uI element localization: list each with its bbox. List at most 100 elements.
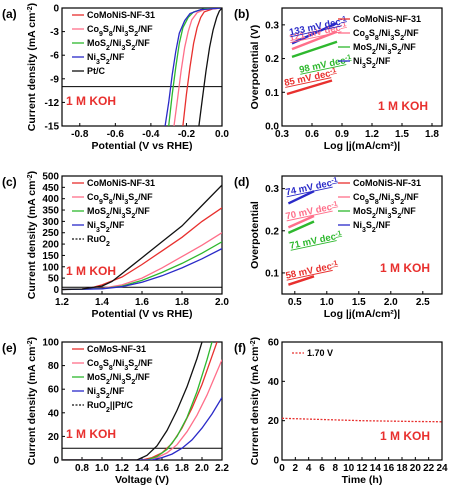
x-tick-label: 0.5: [288, 297, 302, 308]
series-line: [173, 8, 222, 126]
x-tick-label: 1.6: [155, 463, 169, 474]
x-tick-label: 1.5: [352, 297, 366, 308]
legend-label: MoS2/Ni3S2/NF: [353, 42, 416, 56]
x-tick-label: -0.4: [142, 129, 160, 140]
x-tick-label: 1.0: [95, 463, 109, 474]
legend-label: RuO2: [87, 234, 110, 248]
chart-panel-a: (a) -0.8 -0.6 -0.4 -0.2 0.0 -15 -12 -9 -6 -3 0 Poten…: [2, 3, 229, 152]
legend-label: CoMoNiS-NF-31: [353, 178, 421, 188]
plot-area: [62, 342, 222, 460]
y-tick-label: 80: [48, 361, 60, 372]
y-tick-label: -6: [50, 51, 59, 62]
series-line: [62, 184, 222, 291]
y-tick-label: 100: [42, 338, 59, 349]
x-tick-label: 1.8: [425, 129, 439, 140]
y-tick-label: 0.3: [265, 20, 279, 31]
electrolyte-note: 1 M KOH: [380, 429, 430, 443]
y-axis-label: Overpotential: [249, 201, 261, 269]
y-tick-label: 50: [48, 274, 60, 285]
x-tick-label: 18: [396, 463, 408, 474]
y-tick-label: 150: [42, 251, 59, 262]
y-tick-label: 0: [53, 4, 59, 15]
series-line: [291, 30, 338, 51]
x-tick-label: 1.4: [135, 463, 149, 474]
panel-label: (f): [234, 341, 246, 355]
x-tick-label: 2.5: [416, 297, 430, 308]
x-tick-label: 1.8: [175, 297, 189, 308]
legend-label: Co9S8/Ni3S2/NF: [87, 358, 153, 372]
plot-area: [282, 417, 442, 423]
y-tick-label: -9: [50, 74, 59, 85]
x-axis-label: Potential (V vs RHE): [92, 308, 193, 320]
series-line: [198, 8, 222, 126]
plot-frame: [281, 175, 443, 295]
plot-area: [62, 8, 222, 126]
y-tick-label: 100: [42, 262, 59, 273]
y-tick-label: 0.3: [265, 184, 279, 195]
series-line: [62, 248, 222, 291]
series-line: [291, 40, 338, 59]
legend-label: MoS2/Ni3S2/NF: [87, 38, 150, 52]
y-tick-label: 0.1: [265, 268, 279, 279]
x-tick-label: 0: [279, 463, 285, 474]
x-axis-label: Log |j(mA/cm²)|: [324, 308, 401, 320]
panel-label: (e): [2, 341, 17, 355]
chart-panel-e: (e) 0.8 1.0 1.2 1.4 1.6 1.8 2.0 2.2 0 20 40 60 80 100 V…: [2, 337, 229, 486]
series-line: [164, 8, 222, 126]
plot-area: [62, 184, 222, 291]
legend-label: Co9S8/Ni3S2/NF: [353, 28, 419, 42]
y-tick-label: 0: [53, 285, 59, 296]
legend-label: Ni3S2/NF: [353, 220, 391, 234]
series-line: [291, 22, 338, 45]
legend-label: MoS2/Ni3S2/NF: [353, 206, 416, 220]
chart-panel-c: (c)1.2 1.4 1.6 1.8 2.00501001502002503003504…: [2, 171, 229, 320]
y-tick-label: -3: [50, 27, 59, 38]
x-axis-label: Log |j(mA/cm²)|: [324, 140, 401, 152]
plot-area: [286, 22, 338, 96]
legend-label: 1.70 V: [307, 348, 333, 358]
y-tick-label: 500: [42, 172, 59, 183]
y-tick-label: -12: [45, 98, 60, 109]
x-tick-label: 2.0: [215, 297, 229, 308]
series-line: [282, 417, 442, 423]
x-tick-label: 24: [436, 463, 448, 474]
x-tick-label: 4: [306, 463, 312, 474]
series-line: [62, 342, 203, 460]
y-tick-label: 0.2: [265, 54, 279, 65]
y-tick-label: 20: [48, 432, 60, 443]
y-tick-label: 0: [53, 456, 59, 467]
x-axis-label: Potential (V vs RHE): [92, 140, 193, 152]
legend-label: CoMoS-NF-31: [87, 344, 146, 354]
series-line: [62, 397, 222, 460]
y-axis-label: Current density (mA cm-2): [26, 171, 38, 299]
x-tick-label: 2.0: [384, 297, 398, 308]
x-tick-label: 20: [410, 463, 422, 474]
electrolyte-note: 1 M KOH: [378, 99, 428, 113]
x-tick-label: 1.2: [55, 297, 69, 308]
y-tick-label: 40: [268, 377, 280, 388]
plot-area: [287, 190, 315, 286]
x-tick-label: -0.8: [71, 129, 89, 140]
chart-panel-d: (d) 0.5 1.0 1.5 2.0 2.5 0.1 0.2 0.3 Log |j(mA/cm²…: [234, 175, 443, 320]
legend-label: Ni3S2/NF: [353, 56, 391, 70]
y-tick-label: 250: [42, 228, 59, 239]
y-axis-label: Current density (mA cm-2): [26, 337, 38, 465]
panel-label: (b): [234, 7, 249, 21]
series-line: [287, 220, 315, 234]
y-tick-label: 20: [268, 416, 280, 427]
x-axis-label: Time (h): [342, 474, 383, 486]
y-tick-label: 60: [268, 338, 280, 349]
x-tick-label: 1.4: [95, 297, 109, 308]
x-tick-label: 8: [333, 463, 339, 474]
chart-panel-b: (b) 0.3 0.6 0.9 1.2 1.5 1.8 0.0 0.1 0.2 0.3 Log |j(…: [234, 7, 443, 152]
x-tick-label: 22: [423, 463, 435, 474]
x-tick-label: 16: [383, 463, 395, 474]
x-tick-label: 14: [370, 463, 382, 474]
panel-label: (a): [2, 7, 17, 21]
legend-label: Pt/C: [87, 66, 106, 76]
y-axis-label: Current density (mA cm-2): [26, 3, 38, 131]
x-axis-label: Voltage (V): [115, 474, 169, 486]
panel-label: (d): [234, 175, 249, 189]
